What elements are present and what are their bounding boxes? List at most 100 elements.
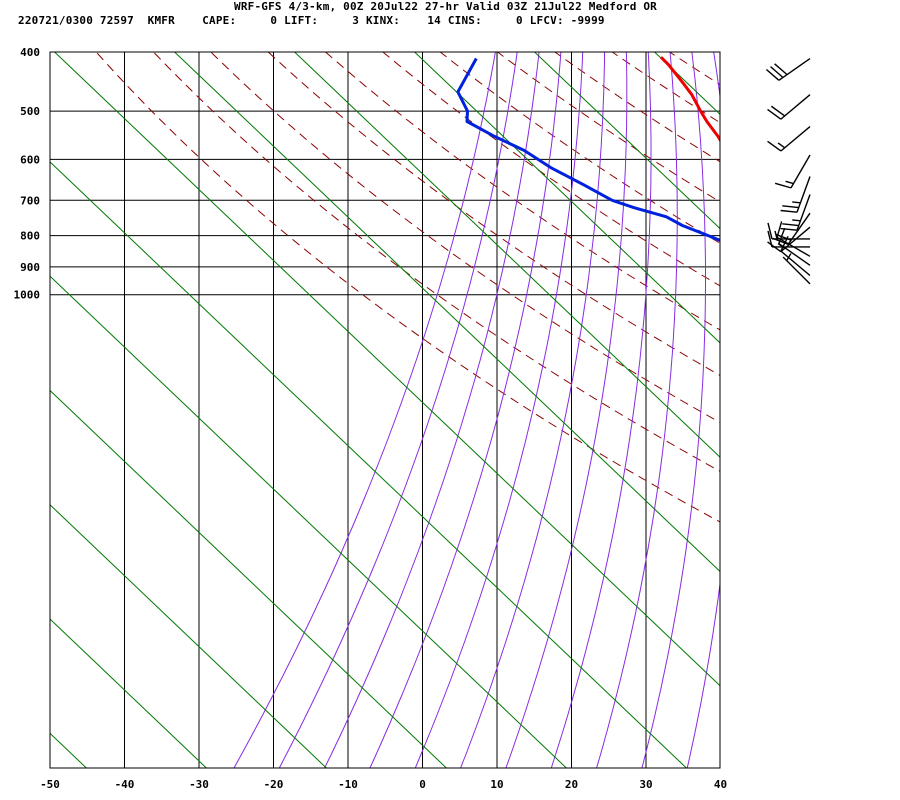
- moist-adiabat: [460, 52, 606, 768]
- barb-staff: [780, 126, 811, 152]
- dry-adiabat: [611, 52, 720, 124]
- barb-flag: [774, 63, 788, 76]
- barb-staff: [780, 250, 811, 277]
- wind-barb: [776, 221, 811, 257]
- dry-adiabat: [267, 52, 720, 376]
- barb-flag: [778, 227, 786, 244]
- wind-barb: [767, 230, 810, 248]
- x-tick-label: -50: [40, 778, 60, 791]
- barb-flag: [770, 105, 786, 117]
- barb-staff: [787, 212, 811, 245]
- moist-adiabat: [550, 52, 652, 768]
- dry-adiabat: [152, 52, 720, 472]
- mixing-ratio-line: [0, 0, 13, 800]
- wind-barb: [765, 57, 811, 81]
- x-tick-label: 10: [490, 778, 503, 791]
- barb-flag: [767, 140, 782, 152]
- wind-barb: [780, 176, 811, 213]
- barb-staff: [780, 94, 811, 120]
- barb-staff: [778, 57, 811, 81]
- wind-barb: [767, 94, 811, 120]
- mixing-ratio-line: [50, 275, 568, 768]
- dry-adiabat: [668, 52, 720, 86]
- x-tick-label: 40: [714, 778, 727, 791]
- y-tick-label: 1000: [14, 289, 41, 302]
- barb-flag: [767, 222, 773, 240]
- wind-barbs: [765, 57, 811, 285]
- barb-half-flag: [785, 180, 794, 185]
- barb-staff: [796, 176, 811, 213]
- x-tick-label: 20: [565, 778, 578, 791]
- dry-adiabat: [768, 42, 900, 774]
- moist-adiabat: [841, 42, 900, 774]
- wind-barb: [780, 194, 811, 231]
- barb-staff: [778, 242, 811, 266]
- wind-barb: [774, 154, 811, 189]
- wind-barb: [767, 126, 811, 152]
- y-tick-label: 600: [20, 153, 40, 166]
- moist-adiabat: [686, 52, 720, 768]
- barb-staff: [790, 154, 811, 189]
- y-tick-label: 800: [20, 230, 40, 243]
- mixing-ratio-line: [712, 0, 900, 800]
- plot-frame: [49, 51, 721, 769]
- barb-flag: [780, 235, 789, 252]
- moist-adiabat: [278, 52, 518, 768]
- moist-adiabat: [777, 42, 839, 774]
- mixing-ratio-line: [832, 0, 900, 800]
- moist-adiabat: [596, 52, 678, 768]
- moist-adiabat: [505, 52, 628, 768]
- dry-adiabat: [882, 42, 900, 774]
- mixing-ratio-line: [53, 52, 720, 687]
- mixing-ratio-line: [50, 618, 208, 768]
- moist-adiabat: [798, 42, 877, 774]
- temperature-profile: [659, 56, 720, 143]
- dry-adiabat: [324, 52, 720, 331]
- mixing-ratio-line: [533, 52, 720, 230]
- barb-half-flag: [792, 201, 801, 204]
- x-axis-labels: -50 -40 -30 -20 -10 0 10 20 30 40: [40, 778, 727, 791]
- y-axis-labels: 400 500 600 700 800 900 1000: [14, 46, 41, 302]
- mixing-ratio-line: [653, 52, 720, 115]
- chart-title-line2: 220721/0300 72597 KMFR CAPE: 0 LIFT: 3 K…: [18, 14, 605, 27]
- x-tick-label: -10: [338, 778, 358, 791]
- x-tick-label: -30: [189, 778, 209, 791]
- dry-adiabat: [95, 52, 720, 523]
- dry-adiabat: [711, 42, 900, 774]
- barb-staff: [796, 194, 811, 231]
- barb-flag: [774, 182, 792, 189]
- barb-flag: [782, 223, 799, 227]
- moist-adiabat: [641, 52, 706, 768]
- barb-half-flag: [786, 253, 792, 261]
- dry-adiabat: [210, 52, 720, 424]
- dry-adiabat: [554, 52, 720, 163]
- y-tick-label: 900: [20, 261, 40, 274]
- x-tick-label: -40: [115, 778, 135, 791]
- barb-half-flag: [777, 142, 786, 149]
- barb-flag: [776, 221, 783, 238]
- barb-half-flag: [792, 219, 801, 222]
- barb-flag: [767, 230, 773, 248]
- chart-title-line1: WRF-GFS 4/3-km, 00Z 20Jul22 27-hr Valid …: [234, 0, 657, 13]
- moist-adiabat: [324, 52, 540, 768]
- mixing-ratio-line: [413, 52, 720, 344]
- barb-flag: [782, 205, 799, 209]
- wind-barb: [772, 212, 811, 245]
- mixing-ratio-line: [50, 161, 688, 768]
- barb-staff: [776, 236, 811, 257]
- mixing-ratio-line: [173, 52, 720, 573]
- wind-barb: [782, 253, 811, 285]
- mixing-ratio-line: [50, 389, 448, 768]
- plot-grid: [50, 52, 720, 768]
- barb-flag: [765, 68, 780, 81]
- barb-flag: [780, 209, 798, 213]
- x-tick-label: 30: [639, 778, 652, 791]
- y-tick-label: 700: [20, 194, 40, 207]
- x-tick-label: -20: [264, 778, 284, 791]
- y-tick-label: 400: [20, 46, 40, 59]
- dewpoint-profile: [456, 57, 720, 242]
- moist-adiabat: [731, 42, 768, 774]
- wind-barb: [780, 235, 811, 277]
